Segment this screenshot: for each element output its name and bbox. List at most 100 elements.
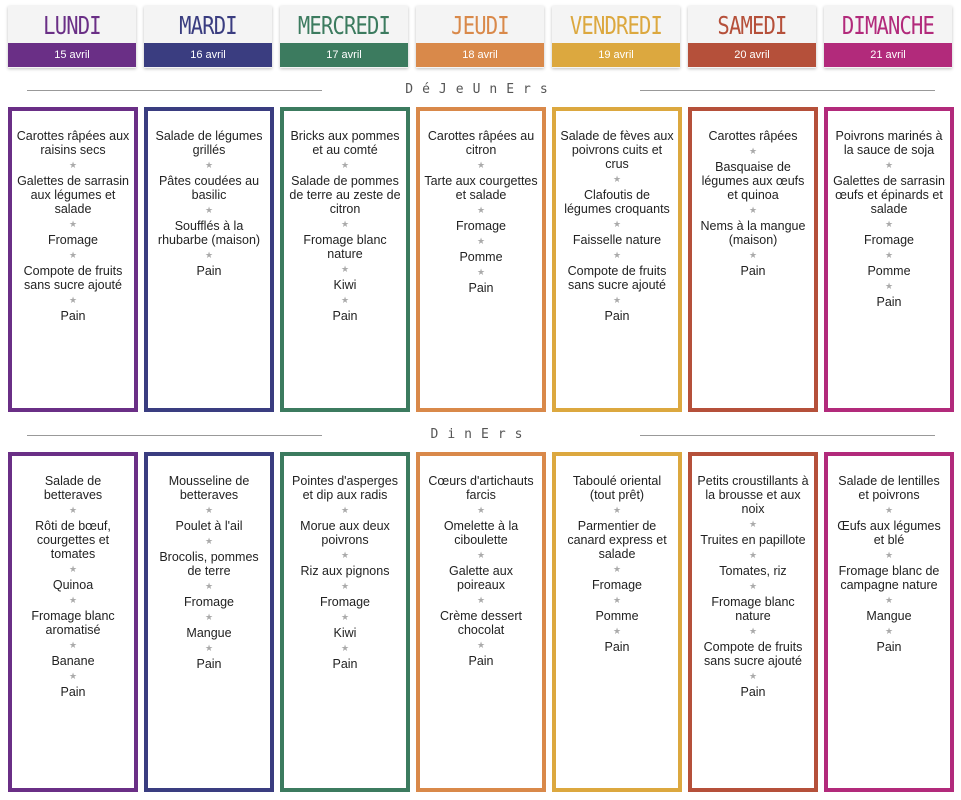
dinner-menu-6: Salade de lentilles et poivrons ★ Œufs aux… [824, 452, 954, 792]
dish-item: Cœurs d'artichauts farcis [428, 474, 534, 502]
lunch-menu-5: Carottes râpées ★ Basquaise de légumes aux… [688, 107, 818, 412]
star-separator-icon: ★ [612, 250, 622, 260]
dish-item: Pain [876, 640, 902, 654]
dish-item: Riz aux pignons [300, 564, 390, 578]
day-date: 17 avril [280, 43, 408, 67]
day-header-1: MARDI 16 avril [144, 6, 272, 68]
dish-item: Fromage blanc nature [303, 233, 387, 261]
dinner-section-title: DinErs [430, 427, 532, 442]
star-separator-icon: ★ [68, 295, 78, 305]
dish-item: Pain [332, 309, 358, 323]
day-header-2: MERCREDI 17 avril [280, 6, 408, 68]
lunch-menu-1: Salade de légumes grillés ★ Pâtes coudées … [144, 107, 274, 412]
dish-item: Crème dessert chocolat [440, 609, 522, 637]
star-separator-icon: ★ [612, 505, 622, 515]
dish-item: Morue aux deux poivrons [300, 519, 390, 547]
star-separator-icon: ★ [340, 505, 350, 515]
dish-item: Pain [740, 264, 766, 278]
dish-item: Quinoa [52, 578, 94, 592]
day-name: LUNDI [43, 11, 101, 40]
star-separator-icon: ★ [884, 550, 894, 560]
dish-item: Pain [468, 281, 494, 295]
lunch-section-title: DéJeUnErs [405, 82, 557, 97]
dish-item: Compote de fruits sans sucre ajouté [567, 264, 667, 292]
star-separator-icon: ★ [340, 160, 350, 170]
day-name: MARDI [179, 11, 237, 40]
star-separator-icon: ★ [476, 267, 486, 277]
dish-item: Compote de fruits sans sucre ajouté [23, 264, 123, 292]
dinner-menu-5: Petits croustillants à la brousse et aux… [688, 452, 818, 792]
star-separator-icon: ★ [476, 640, 486, 650]
dish-item: Omelette à la ciboulette [443, 519, 519, 547]
dish-item: Nems à la mangue (maison) [700, 219, 806, 247]
day-header-6: DIMANCHE 21 avril [824, 6, 952, 68]
dish-item: Fromage blanc aromatisé [31, 609, 115, 637]
dish-item: Pain [740, 685, 766, 699]
divider-line [27, 435, 322, 436]
dish-item: Mousseline de betteraves [168, 474, 250, 502]
star-separator-icon: ★ [204, 250, 214, 260]
dish-item: Pomme [459, 250, 503, 264]
divider-line [27, 90, 322, 91]
star-separator-icon: ★ [748, 205, 758, 215]
dish-item: Pain [196, 264, 222, 278]
day-date: 16 avril [144, 43, 272, 67]
star-separator-icon: ★ [612, 219, 622, 229]
dish-item: Pain [196, 657, 222, 671]
star-separator-icon: ★ [204, 160, 214, 170]
dish-item: Œufs aux légumes et blé [837, 519, 941, 547]
star-separator-icon: ★ [884, 281, 894, 291]
dish-item: Pointes d'asperges et dip aux radis [292, 474, 398, 502]
star-separator-icon: ★ [68, 505, 78, 515]
dish-item: Mangue [186, 626, 232, 640]
day-name: MERCREDI [297, 11, 391, 40]
dish-item: Carottes râpées aux raisins secs [16, 129, 130, 157]
dish-item: Salade de betteraves [43, 474, 103, 502]
star-separator-icon: ★ [476, 160, 486, 170]
day-name: SAMEDI [717, 11, 787, 40]
day-date: 21 avril [824, 43, 952, 67]
star-separator-icon: ★ [476, 205, 486, 215]
dish-item: Fromage [591, 578, 643, 592]
day-header-3: JEUDI 18 avril [416, 6, 544, 68]
star-separator-icon: ★ [884, 505, 894, 515]
dish-item: Pain [60, 309, 86, 323]
day-header-4: VENDREDI 19 avril [552, 6, 680, 68]
star-separator-icon: ★ [204, 612, 214, 622]
dish-item: Galettes de sarrasin œufs et épinards et… [833, 174, 945, 216]
dish-item: Salade de pommes de terre au zeste de ci… [289, 174, 401, 216]
day-date: 15 avril [8, 43, 136, 67]
dish-item: Kiwi [333, 626, 357, 640]
star-separator-icon: ★ [340, 264, 350, 274]
dish-item: Fromage [47, 233, 99, 247]
day-name: VENDREDI [569, 11, 663, 40]
dish-item: Pain [332, 657, 358, 671]
star-separator-icon: ★ [748, 146, 758, 156]
dish-item: Banane [51, 654, 95, 668]
dish-item: Faisselle nature [572, 233, 662, 247]
dish-item: Salade de fèves aux poivrons cuits et cr… [560, 129, 674, 171]
star-separator-icon: ★ [748, 550, 758, 560]
dish-item: Truites en papillote [700, 533, 806, 547]
dish-item: Pomme [595, 609, 639, 623]
star-separator-icon: ★ [68, 671, 78, 681]
star-separator-icon: ★ [68, 250, 78, 260]
dish-item: Kiwi [333, 278, 357, 292]
star-separator-icon: ★ [748, 626, 758, 636]
dish-item: Poivrons marinés à la sauce de soja [835, 129, 943, 157]
star-separator-icon: ★ [476, 550, 486, 560]
dish-item: Poulet à l'ail [175, 519, 243, 533]
day-date: 18 avril [416, 43, 544, 67]
dish-item: Tomates, riz [719, 564, 787, 578]
star-separator-icon: ★ [612, 564, 622, 574]
star-separator-icon: ★ [340, 643, 350, 653]
dish-item: Salade de lentilles et poivrons [838, 474, 940, 502]
star-separator-icon: ★ [612, 626, 622, 636]
lunch-menu-3: Carottes râpées au citron ★ Tarte aux cour… [416, 107, 546, 412]
dish-item: Carottes râpées au citron [427, 129, 535, 157]
lunch-menu-4: Salade de fèves aux poivrons cuits et cr… [552, 107, 682, 412]
star-separator-icon: ★ [748, 519, 758, 529]
star-separator-icon: ★ [68, 640, 78, 650]
dish-item: Mangue [866, 609, 912, 623]
dish-item: Salade de légumes grillés [155, 129, 263, 157]
